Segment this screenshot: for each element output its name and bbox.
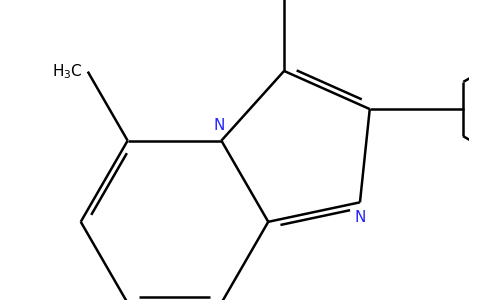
Text: N: N [354, 210, 365, 225]
Text: H$_3$C: H$_3$C [52, 62, 83, 81]
Text: N: N [214, 118, 225, 133]
